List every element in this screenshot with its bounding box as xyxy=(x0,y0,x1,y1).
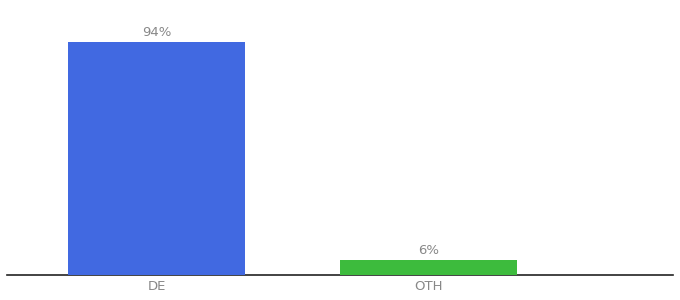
Text: 94%: 94% xyxy=(142,26,171,39)
Text: 6%: 6% xyxy=(418,244,439,257)
Bar xyxy=(68,42,245,275)
Bar xyxy=(340,260,517,275)
